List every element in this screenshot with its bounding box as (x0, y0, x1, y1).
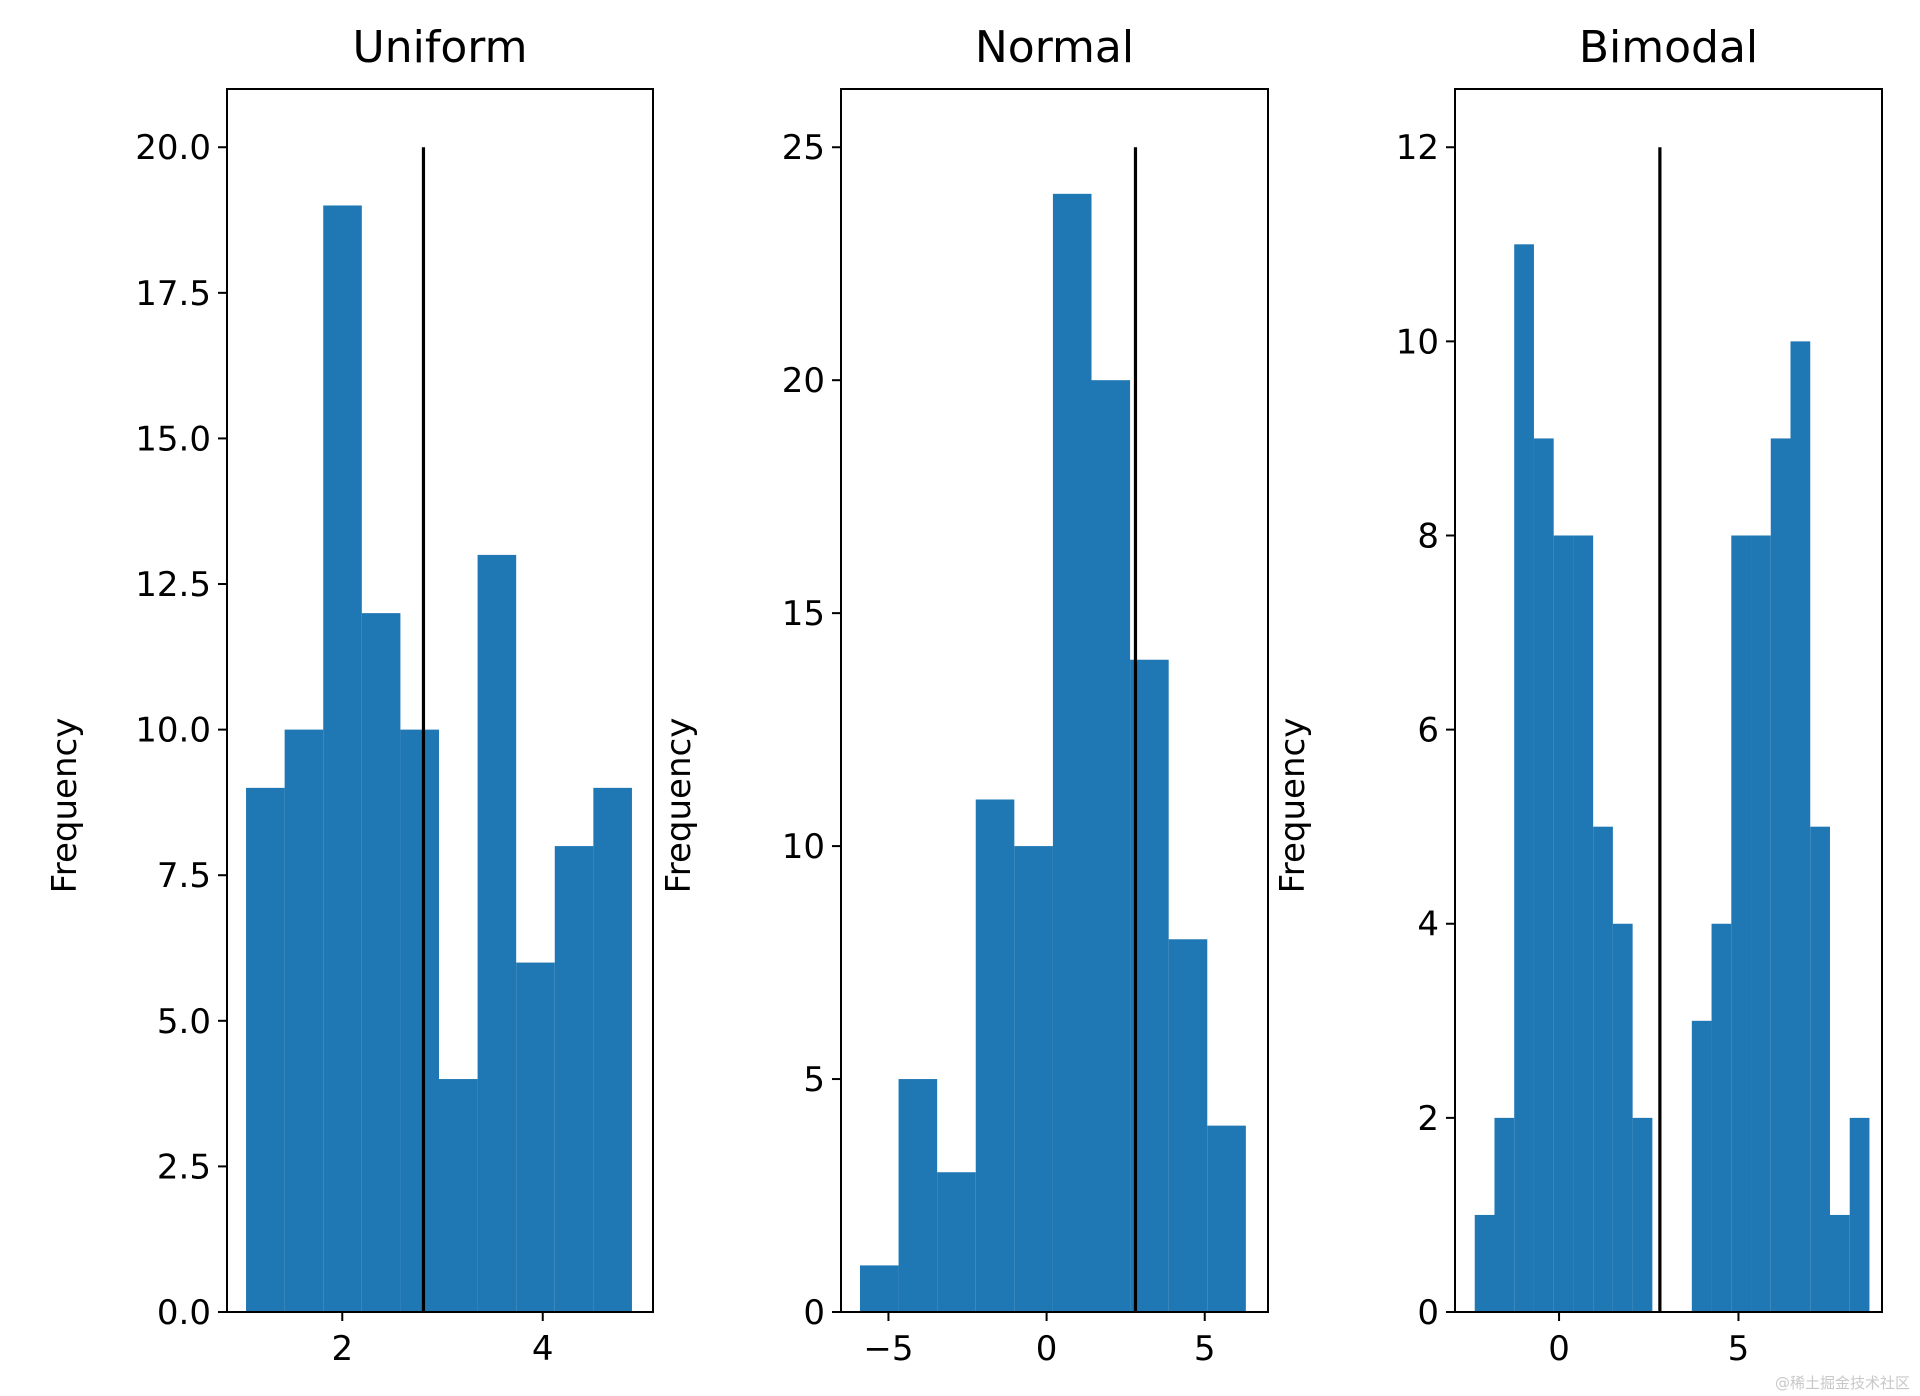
x-tick-label: 0 (1548, 1329, 1570, 1369)
histogram-bar (1052, 193, 1092, 1313)
histogram-bar (516, 962, 555, 1312)
histogram-bar (1849, 1117, 1870, 1312)
x-tick-label: −5 (863, 1329, 913, 1369)
y-tick-label: 17.5 (135, 274, 211, 314)
y-tick-label: 2.5 (157, 1147, 211, 1187)
histogram-bar (439, 1079, 478, 1312)
axes-frame (840, 88, 1269, 1313)
y-tick-label: 15 (782, 594, 825, 634)
histogram-bar (1514, 244, 1534, 1312)
y-axis: 0.0 2.5 5.0 7.5 10.0 12.5 15.0 17.5 20.0 (135, 128, 227, 1333)
histogram-bar (477, 554, 517, 1312)
y-tick-label: 4 (1417, 905, 1439, 945)
histogram-bar (1573, 535, 1594, 1312)
histogram-bar (1168, 939, 1208, 1312)
histogram-bar (1751, 535, 1771, 1312)
histogram-bar (1207, 1125, 1246, 1312)
y-tick-label: 10.0 (135, 711, 211, 751)
x-tick-label: 4 (532, 1329, 554, 1369)
subplot-normal: 0 5 10 15 20 25 −5 0 5 Normal Frequency (659, 22, 1269, 1369)
y-tick-label: 0 (1417, 1293, 1439, 1333)
y-axis-label: Frequency (1273, 718, 1313, 894)
histogram-bar (1731, 535, 1752, 1312)
x-tick-label: 5 (1194, 1329, 1216, 1369)
x-axis: −5 0 5 (863, 1312, 1216, 1369)
y-tick-label: 25 (782, 128, 825, 168)
subplot-title: Bimodal (1579, 22, 1758, 73)
watermark-text: @稀土掘金技术社区 (1775, 1374, 1910, 1392)
histogram-bar (284, 729, 324, 1312)
histogram-bar (554, 846, 594, 1312)
histogram-bar (593, 787, 632, 1312)
subplot-title: Uniform (353, 22, 528, 73)
y-tick-label: 20.0 (135, 128, 211, 168)
y-axis: 0 2 4 6 8 10 12 (1396, 128, 1455, 1333)
subplot-uniform: 0.02.55.07.510.012.515.017.520.02 4Unifor… (45, 22, 654, 1369)
y-tick-label: 5.0 (157, 1002, 211, 1042)
histogram-bar (323, 205, 362, 1313)
y-tick-label: 7.5 (157, 856, 211, 896)
histogram-bar (898, 1079, 938, 1312)
histogram-bar (1474, 1214, 1495, 1312)
y-axis: 0 5 10 15 20 25 (782, 128, 841, 1333)
axes-frame (226, 88, 654, 1313)
histogram-bar (400, 729, 439, 1312)
histogram-bar (1810, 826, 1830, 1312)
histogram-bar (246, 787, 285, 1312)
histogram-bar (1612, 923, 1633, 1312)
subplots: 0.02.55.07.510.012.515.017.520.02 4Unifor… (45, 22, 1883, 1369)
histogram-bar (1770, 438, 1791, 1312)
histogram-bar (361, 613, 401, 1312)
histogram-bar (1790, 341, 1811, 1312)
histogram-bar (1533, 438, 1554, 1312)
y-tick-label: 0 (803, 1293, 825, 1333)
y-axis-label: Frequency (45, 718, 85, 894)
y-tick-label: 20 (782, 361, 825, 401)
y-tick-label: 15.0 (135, 419, 211, 459)
y-tick-label: 0.0 (157, 1293, 211, 1333)
histogram-bar (1091, 380, 1131, 1312)
y-tick-label: 2 (1417, 1099, 1439, 1139)
histogram-bar (1553, 535, 1574, 1312)
y-axis-label: Frequency (659, 718, 699, 894)
histogram-bar (1632, 1117, 1653, 1312)
y-tick-label: 12.5 (135, 565, 211, 605)
histogram-bar (1593, 826, 1613, 1312)
x-tick-label: 2 (331, 1329, 353, 1369)
histogram-bar (859, 1265, 899, 1312)
histogram-bar (1691, 1020, 1712, 1312)
axes-frame (1454, 88, 1883, 1313)
y-tick-label: 8 (1417, 516, 1439, 556)
histogram-bar (1829, 1214, 1850, 1312)
x-tick-label: 5 (1728, 1329, 1750, 1369)
y-tick-label: 12 (1396, 128, 1439, 168)
y-tick-label: 6 (1417, 711, 1439, 751)
x-tick-label: 0 (1036, 1329, 1058, 1369)
histogram-bars (246, 205, 632, 1313)
histogram-bars (1474, 244, 1870, 1312)
y-tick-label: 10 (1396, 322, 1439, 362)
histogram-bar (1494, 1117, 1515, 1312)
y-tick-label: 10 (782, 827, 825, 867)
histogram-bar (1711, 923, 1732, 1312)
y-tick-label: 5 (803, 1060, 825, 1100)
histogram-bar (975, 799, 1015, 1312)
subplot-title: Normal (975, 22, 1134, 73)
histogram-bar (1014, 846, 1053, 1312)
histogram-bar (937, 1172, 976, 1312)
